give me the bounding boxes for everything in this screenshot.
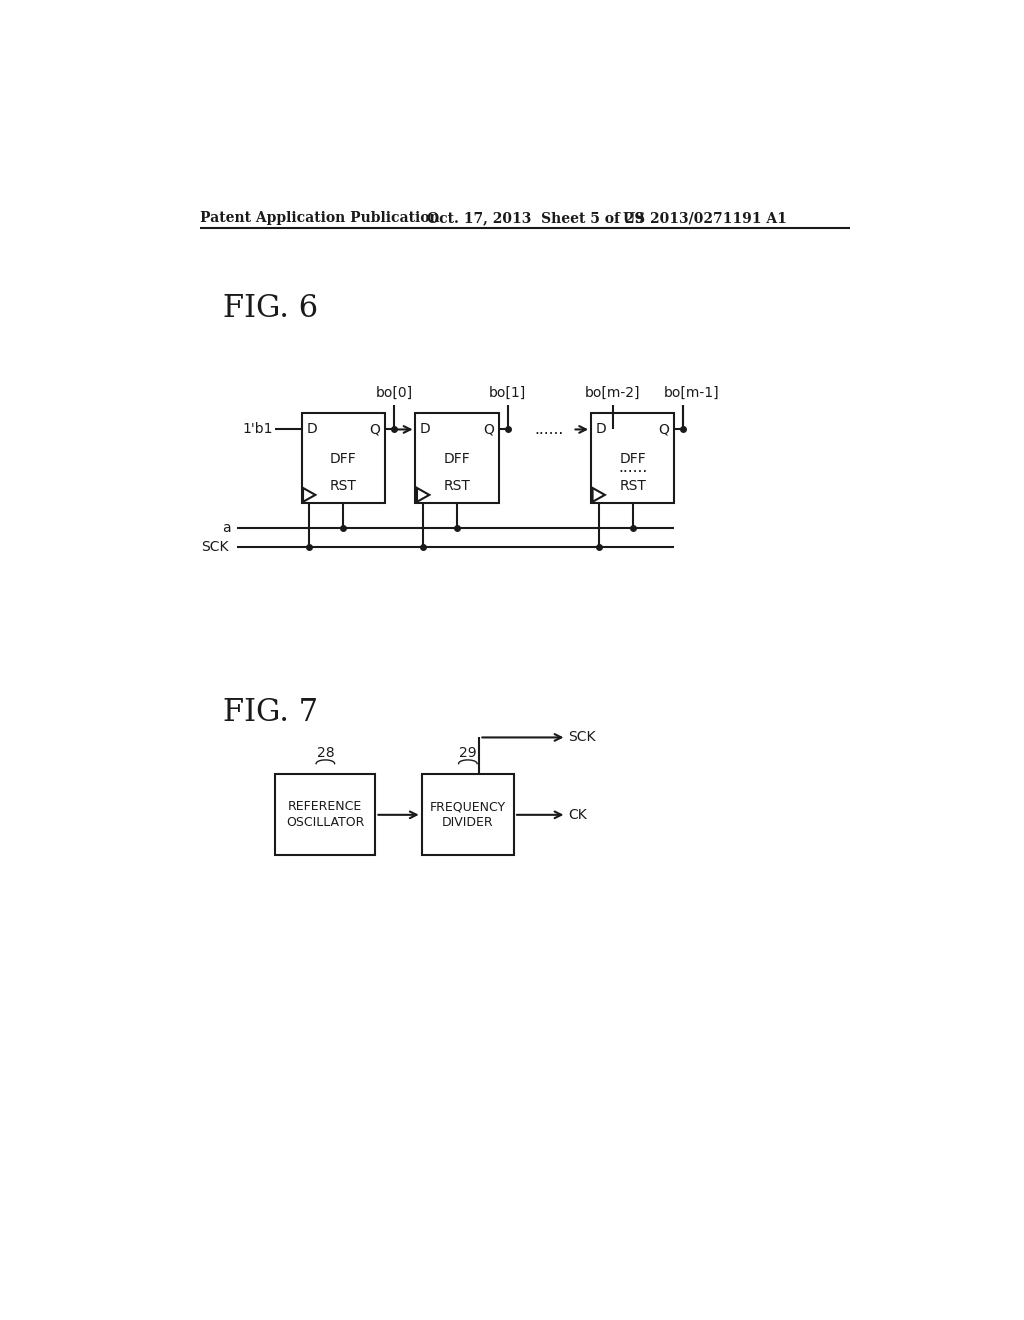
Text: D: D (420, 422, 431, 437)
Bar (275, 775, 376, 855)
Text: FIG. 6: FIG. 6 (223, 293, 318, 323)
Text: SCK: SCK (568, 730, 596, 744)
Text: DIVIDER: DIVIDER (442, 816, 494, 829)
Text: 29: 29 (459, 746, 476, 760)
Text: RST: RST (620, 479, 646, 492)
Text: US 2013/0271191 A1: US 2013/0271191 A1 (624, 211, 787, 226)
Text: 1'b1: 1'b1 (243, 422, 272, 437)
Text: SCK: SCK (202, 540, 229, 554)
Text: DFF: DFF (443, 451, 470, 466)
Text: DFF: DFF (620, 451, 646, 466)
Text: D: D (596, 422, 606, 437)
Text: ......: ...... (617, 461, 647, 475)
Bar (301, 413, 385, 503)
Text: Q: Q (658, 422, 670, 437)
Text: 28: 28 (316, 746, 334, 760)
Text: FREQUENCY: FREQUENCY (430, 800, 506, 813)
Text: bo[m-1]: bo[m-1] (664, 387, 719, 400)
Text: RST: RST (330, 479, 356, 492)
Text: bo[0]: bo[0] (376, 387, 413, 400)
Text: ......: ...... (535, 422, 564, 437)
Text: Q: Q (370, 422, 380, 437)
Text: D: D (306, 422, 316, 437)
Bar (422, 775, 514, 855)
Text: Patent Application Publication: Patent Application Publication (200, 211, 439, 226)
Text: OSCILLATOR: OSCILLATOR (286, 816, 365, 829)
Text: bo[m-2]: bo[m-2] (585, 387, 640, 400)
Text: Q: Q (483, 422, 494, 437)
Bar (591, 413, 674, 503)
Text: RST: RST (443, 479, 470, 492)
Bar (416, 413, 499, 503)
Text: Oct. 17, 2013  Sheet 5 of 29: Oct. 17, 2013 Sheet 5 of 29 (427, 211, 644, 226)
Text: REFERENCE: REFERENCE (288, 800, 362, 813)
Text: DFF: DFF (330, 451, 356, 466)
Text: bo[1]: bo[1] (489, 387, 526, 400)
Text: FIG. 7: FIG. 7 (223, 697, 318, 729)
Text: CK: CK (568, 808, 588, 822)
Text: a: a (222, 521, 231, 535)
